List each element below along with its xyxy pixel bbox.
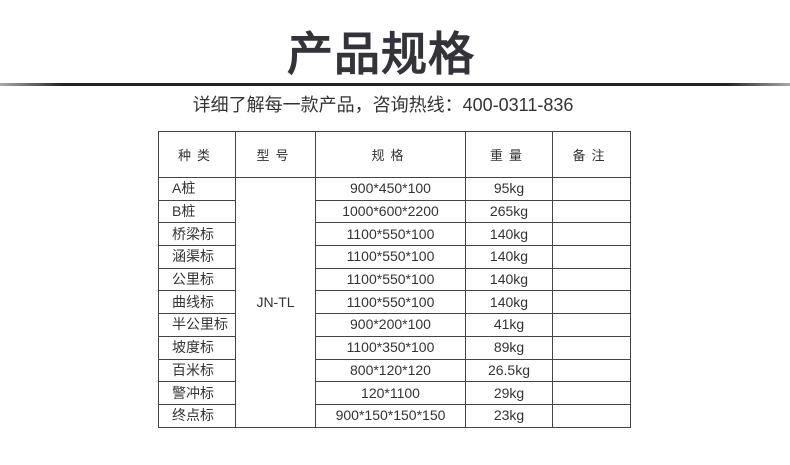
cell-spec: 1100*550*100 (315, 267, 466, 292)
cell-spec: 1100*550*100 (315, 245, 466, 269)
page-title: 产品规格 (287, 27, 475, 81)
cell-kind: 警冲标 (158, 381, 236, 405)
cell-note (552, 313, 631, 337)
cell-note (552, 245, 631, 269)
cell-note (552, 222, 631, 247)
table-row: 桥梁标 1100*550*100 140kg (158, 222, 631, 247)
table-row: 涵渠标 1100*550*100 140kg (158, 245, 631, 269)
cell-kind: 公里标 (158, 267, 236, 292)
cell-kind: 坡度标 (158, 335, 236, 360)
table-row: 终点标 900*150*150*150 23kg (158, 403, 631, 428)
header-note: 备注 (552, 131, 631, 178)
cell-note (552, 335, 631, 360)
table-row: A桩 JN-TL 900*450*100 95kg (158, 177, 631, 428)
cell-spec: 1100*550*100 (315, 222, 466, 247)
cell-note (552, 290, 631, 315)
cell-weight: 23kg (465, 403, 553, 428)
header-weight: 重量 (465, 131, 553, 178)
cell-spec: 800*120*120 (315, 358, 466, 383)
cell-weight: 89kg (465, 335, 553, 360)
cell-spec: 1000*600*2200 (315, 199, 466, 224)
table-row: 坡度标 1100*350*100 89kg (158, 335, 631, 360)
cell-note (552, 381, 631, 405)
table-row: 警冲标 120*1100 29kg (158, 381, 631, 405)
cell-kind: 百米标 (158, 358, 236, 383)
title-divider (0, 83, 790, 86)
cell-spec: 900*200*100 (315, 313, 466, 337)
cell-kind: A桩 (158, 177, 236, 201)
cell-weight: 29kg (465, 381, 553, 405)
cell-kind: 终点标 (158, 403, 236, 428)
table-row: 公里标 1100*550*100 140kg (158, 267, 631, 292)
header-kind: 种类 (158, 131, 236, 178)
cell-weight: 41kg (465, 313, 553, 337)
cell-model: JN-TL (235, 177, 316, 428)
table-header-row: 种类 型号 规格 重量 备注 (158, 131, 631, 178)
cell-weight: 140kg (465, 222, 553, 247)
cell-weight: 95kg (465, 177, 553, 201)
contact-subtitle: 详细了解每一款产品，咨询热线：400-0311-836 (192, 95, 574, 115)
cell-note (552, 177, 631, 201)
cell-kind: 曲线标 (158, 290, 236, 315)
cell-weight: 26.5kg (465, 358, 553, 383)
cell-spec: 900*450*100 (315, 177, 466, 201)
cell-weight: 140kg (465, 245, 553, 269)
table-row: B桩 1000*600*2200 265kg (158, 199, 631, 224)
header-spec: 规格 (315, 131, 466, 178)
header-model: 型号 (235, 131, 316, 178)
cell-spec: 900*150*150*150 (315, 403, 466, 428)
spec-table: 种类 型号 规格 重量 备注 A桩 JN-TL 900*450*100 95kg B桩 1… (158, 131, 631, 428)
table-row: 曲线标 1100*550*100 140kg (158, 290, 631, 315)
cell-note (552, 199, 631, 224)
cell-kind: B桩 (158, 199, 236, 224)
cell-spec: 1100*350*100 (315, 335, 466, 360)
cell-weight: 265kg (465, 199, 553, 224)
table-row: 半公里标 900*200*100 41kg (158, 313, 631, 337)
cell-kind: 半公里标 (158, 313, 236, 337)
cell-spec: 120*1100 (315, 381, 466, 405)
cell-weight: 140kg (465, 290, 553, 315)
table-row: 百米标 800*120*120 26.5kg (158, 358, 631, 383)
cell-weight: 140kg (465, 267, 553, 292)
cell-kind: 涵渠标 (158, 245, 236, 269)
cell-kind: 桥梁标 (158, 222, 236, 247)
cell-note (552, 358, 631, 383)
cell-note (552, 267, 631, 292)
cell-note (552, 403, 631, 428)
cell-spec: 1100*550*100 (315, 290, 466, 315)
